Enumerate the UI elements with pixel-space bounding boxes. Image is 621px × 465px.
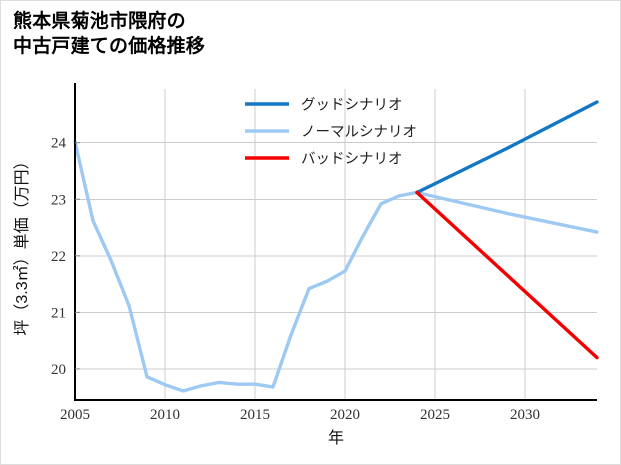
x-tick-label: 2010 [150,407,180,423]
series-line [415,190,599,360]
legend-label: グッドシナリオ [301,97,403,114]
x-tick-label: 2005 [60,407,90,423]
y-axis-title: 坪（3.3㎡）単価（万円） [13,153,31,335]
legend-label: バッドシナリオ [301,152,403,168]
y-tick-label: 20 [51,362,66,378]
y-tick-label: 23 [51,192,66,208]
x-tick-label: 2025 [420,407,450,423]
series-line [73,139,599,393]
y-tick-label: 21 [51,305,66,321]
x-tick-label: 2015 [240,407,270,423]
x-tick-labels: 2005 2010 2015 2020 2025 2030 [60,407,540,423]
x-tick-label: 2020 [330,407,360,423]
series-line [415,100,599,195]
axis-spines [73,83,597,402]
legend-label: ノーマルシナリオ [301,125,417,141]
x-axis-title: 年 [328,429,344,447]
y-tick-labels: 20 21 22 23 24 [51,136,80,378]
chart-title: 熊本県菊池市隈府の 中古戸建ての価格推移 [13,11,206,58]
y-tick-label: 22 [51,249,66,265]
x-tick-label: 2030 [510,407,540,423]
y-tick-label: 24 [51,136,67,152]
series-group [73,100,599,393]
